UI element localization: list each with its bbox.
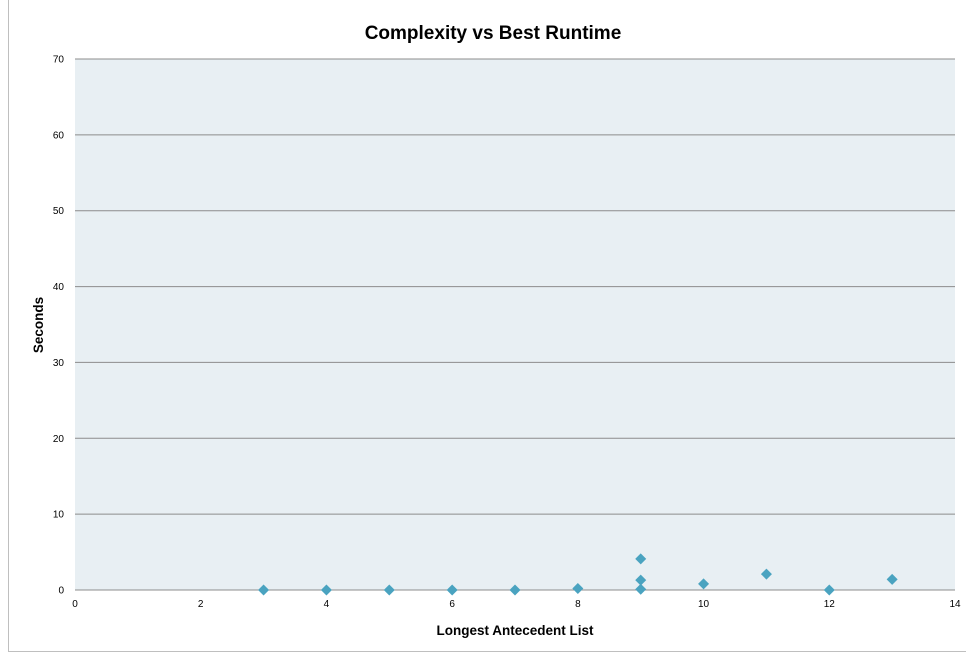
- chart-frame: [8, 0, 966, 652]
- y-tick-label: 20: [53, 434, 65, 445]
- y-tick-label: 50: [53, 206, 65, 217]
- x-tick-label: 0: [72, 599, 78, 610]
- data-point: [446, 584, 458, 596]
- data-point: [572, 582, 584, 594]
- data-points: [258, 553, 898, 596]
- x-tick-label: 2: [198, 599, 204, 610]
- x-axis-ticks: 0 2 4 6 8 10 12 14: [72, 599, 961, 610]
- y-tick-label: 60: [53, 130, 65, 141]
- data-point: [635, 553, 647, 565]
- data-point: [320, 584, 332, 596]
- y-tick-label: 0: [58, 586, 64, 597]
- x-tick-label: 6: [449, 599, 455, 610]
- data-point: [823, 584, 835, 596]
- data-point: [383, 584, 395, 596]
- data-point: [258, 584, 270, 596]
- y-tick-label: 10: [53, 510, 65, 521]
- y-axis-title: Seconds: [31, 297, 46, 353]
- x-tick-label: 14: [949, 599, 961, 610]
- x-tick-label: 8: [575, 599, 581, 610]
- x-tick-label: 4: [324, 599, 330, 610]
- data-point: [635, 574, 647, 586]
- x-axis-title: Longest Antecedent List: [436, 623, 594, 638]
- data-point: [635, 583, 647, 595]
- y-tick-label: 70: [53, 55, 65, 66]
- data-point: [509, 584, 521, 596]
- data-point: [698, 578, 710, 590]
- plot-area: [75, 59, 955, 590]
- y-axis-ticks: 0 10 20 30 40 50 60 70: [53, 55, 65, 597]
- data-point: [760, 568, 772, 580]
- y-tick-label: 30: [53, 358, 65, 369]
- data-point: [886, 573, 898, 585]
- x-tick-label: 12: [824, 599, 836, 610]
- y-tick-label: 40: [53, 282, 65, 293]
- chart-title: Complexity vs Best Runtime: [365, 23, 622, 44]
- x-tick-label: 10: [698, 599, 710, 610]
